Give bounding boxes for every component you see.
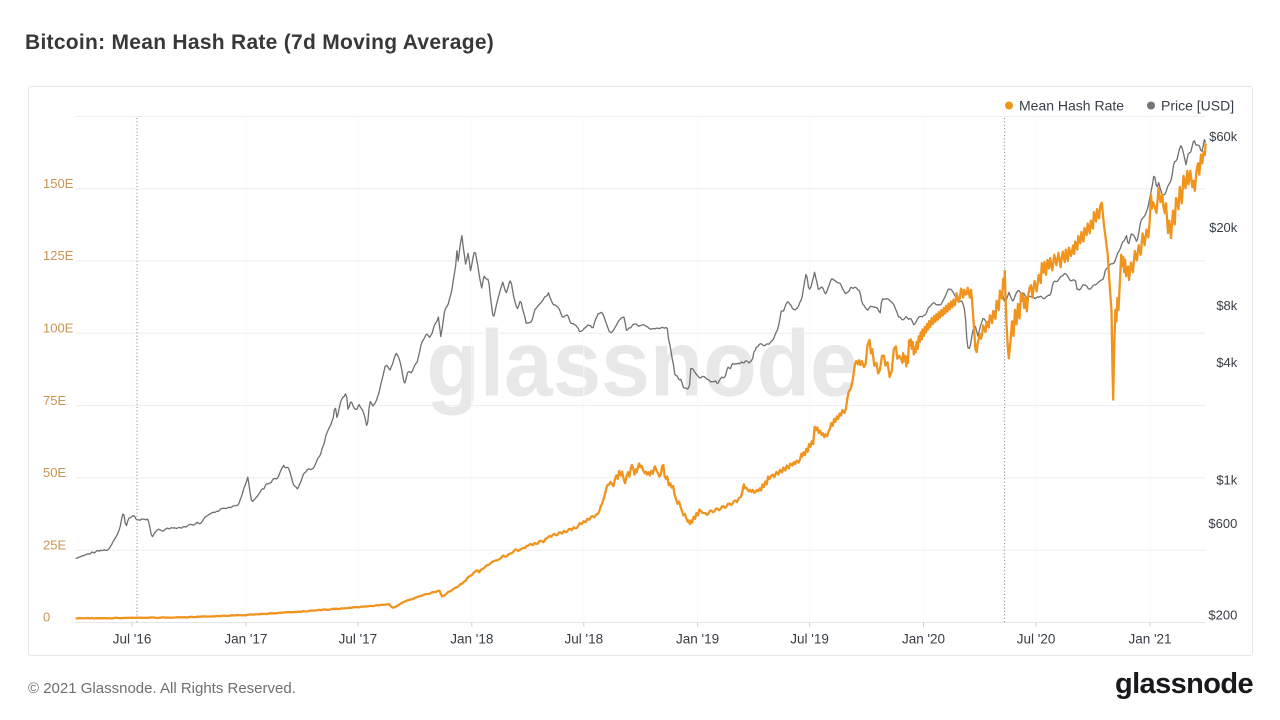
svg-text:Jul '16: Jul '16 (113, 632, 152, 647)
svg-text:Jan '20: Jan '20 (902, 632, 945, 647)
svg-text:125E: 125E (43, 248, 74, 263)
svg-text:Jul '17: Jul '17 (339, 632, 378, 647)
svg-text:Jan '19: Jan '19 (676, 632, 719, 647)
svg-text:$4k: $4k (1216, 355, 1237, 370)
svg-text:100E: 100E (43, 321, 74, 336)
svg-text:$600: $600 (1208, 516, 1237, 531)
svg-text:Jul '18: Jul '18 (564, 632, 603, 647)
svg-text:50E: 50E (43, 465, 66, 480)
svg-text:$8k: $8k (1216, 298, 1237, 313)
svg-text:$60k: $60k (1209, 129, 1238, 144)
svg-text:Jan '21: Jan '21 (1128, 632, 1171, 647)
svg-text:Price [USD]: Price [USD] (1161, 98, 1234, 114)
svg-text:Jul '20: Jul '20 (1017, 632, 1056, 647)
svg-text:Jul '19: Jul '19 (790, 632, 829, 647)
svg-text:$200: $200 (1208, 608, 1237, 623)
svg-text:Jan '17: Jan '17 (224, 632, 267, 647)
svg-text:Mean Hash Rate: Mean Hash Rate (1019, 98, 1124, 114)
svg-text:$20k: $20k (1209, 220, 1238, 235)
svg-text:glassnode: glassnode (426, 312, 858, 417)
svg-text:Jan '18: Jan '18 (450, 632, 493, 647)
svg-text:75E: 75E (43, 393, 66, 408)
svg-text:0: 0 (43, 610, 50, 625)
svg-text:$1k: $1k (1216, 473, 1237, 488)
svg-text:150E: 150E (43, 176, 74, 191)
svg-text:25E: 25E (43, 537, 66, 552)
